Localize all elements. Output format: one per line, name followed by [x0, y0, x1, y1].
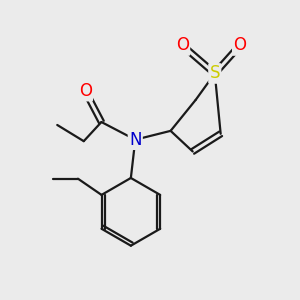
- Text: N: N: [129, 131, 142, 149]
- Text: O: O: [233, 37, 246, 55]
- Text: O: O: [176, 37, 189, 55]
- Text: O: O: [79, 82, 92, 100]
- Text: S: S: [209, 64, 220, 82]
